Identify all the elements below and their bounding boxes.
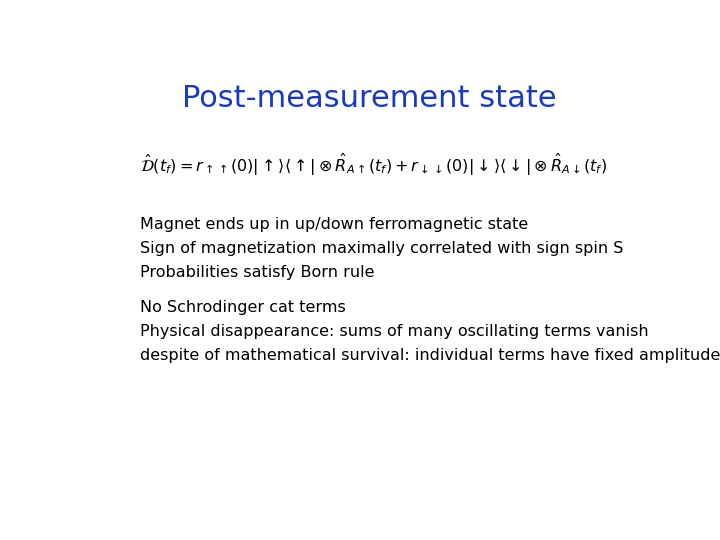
Text: $\hat{\mathcal{D}}(t_f) = r_{\uparrow\uparrow}(0)|{\uparrow}\rangle\langle{\upar: $\hat{\mathcal{D}}(t_f) = r_{\uparrow\up… (140, 152, 608, 178)
Text: Probabilities satisfy Born rule: Probabilities satisfy Born rule (140, 265, 374, 280)
Text: Physical disappearance: sums of many oscillating terms vanish: Physical disappearance: sums of many osc… (140, 324, 649, 339)
Text: No Schrodinger cat terms: No Schrodinger cat terms (140, 300, 346, 315)
Text: despite of mathematical survival: individual terms have fixed amplitude: despite of mathematical survival: indivi… (140, 348, 720, 363)
Text: Magnet ends up in up/down ferromagnetic state: Magnet ends up in up/down ferromagnetic … (140, 217, 528, 232)
Text: Post-measurement state: Post-measurement state (181, 84, 557, 112)
Text: Sign of magnetization maximally correlated with sign spin S: Sign of magnetization maximally correlat… (140, 241, 624, 255)
